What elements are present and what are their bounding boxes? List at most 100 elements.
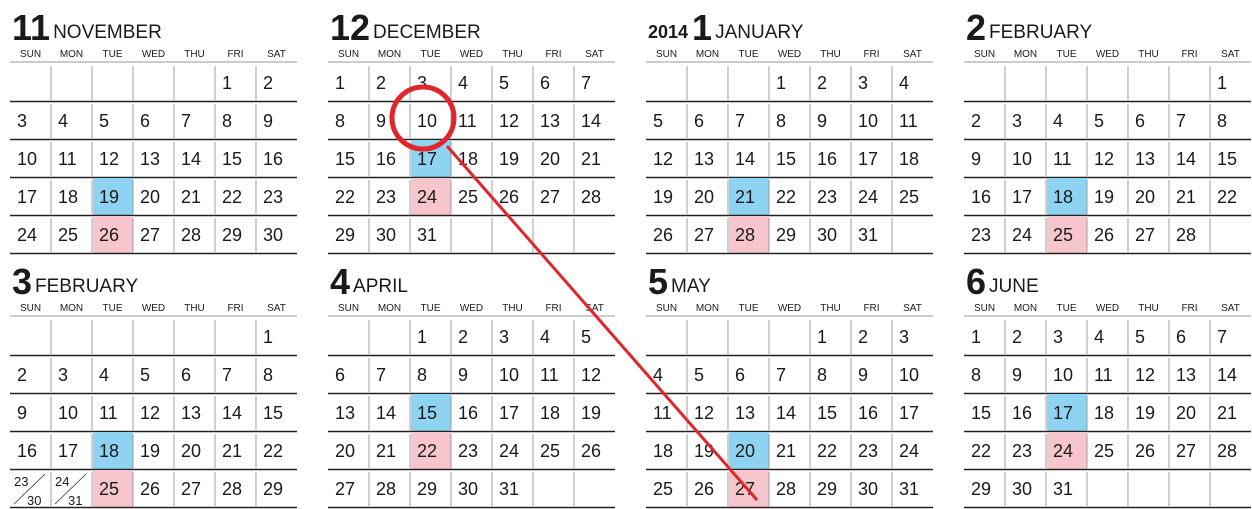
- weekday-label: SAT: [585, 303, 604, 314]
- day-number: 22: [817, 441, 837, 461]
- day-number: 3: [17, 111, 27, 131]
- day-number: 16: [263, 149, 283, 169]
- weekday-label: SAT: [903, 49, 922, 60]
- day-number: 26: [99, 225, 119, 245]
- day-number: 26: [694, 479, 714, 499]
- weekday-label: SUN: [974, 49, 995, 60]
- day-number: 19: [99, 187, 119, 207]
- day-number: 3: [499, 327, 509, 347]
- cell-highlight-blue: [729, 178, 769, 215]
- day-number: 8: [817, 365, 827, 385]
- day-number: 21: [181, 187, 201, 207]
- day-number: 8: [335, 111, 345, 131]
- day-number: 18: [1053, 187, 1073, 207]
- day-number: 27: [335, 479, 355, 499]
- day-number: 2: [458, 327, 468, 347]
- day-number: 13: [1135, 149, 1155, 169]
- cell-highlight-pink: [93, 216, 133, 253]
- day-number: 16: [971, 187, 991, 207]
- day-number: 30: [263, 225, 283, 245]
- day-number: 10: [58, 403, 78, 423]
- day-number: 16: [817, 149, 837, 169]
- day-number: 2: [263, 73, 273, 93]
- weekday-label: SUN: [20, 49, 41, 60]
- weekday-label: SUN: [656, 49, 677, 60]
- day-number: 31: [417, 225, 437, 245]
- day-number: 9: [858, 365, 868, 385]
- month-number: 2: [966, 7, 986, 48]
- month-number: 6: [966, 261, 986, 302]
- day-number: 6: [335, 365, 345, 385]
- weekday-label: WED: [460, 303, 483, 314]
- day-number: 4: [653, 365, 663, 385]
- weekday-label: WED: [142, 49, 165, 60]
- cell-highlight-blue: [411, 394, 451, 431]
- weekday-label: MON: [378, 49, 401, 60]
- day-number: 29: [417, 479, 437, 499]
- weekday-label: FRI: [227, 303, 243, 314]
- day-number: 25: [58, 225, 78, 245]
- day-number: 28: [222, 479, 242, 499]
- month-name: JANUARY: [715, 22, 804, 43]
- day-number: 2: [376, 73, 386, 93]
- day-number: 3: [858, 73, 868, 93]
- day-number: 9: [376, 111, 386, 131]
- day-number: 23: [376, 187, 396, 207]
- day-number: 1: [335, 73, 345, 93]
- day-number: 30: [817, 225, 837, 245]
- day-number: 21: [376, 441, 396, 461]
- day-number: 20: [1135, 187, 1155, 207]
- day-number: 2: [971, 111, 981, 131]
- day-number: 26: [581, 441, 601, 461]
- day-number: 21: [222, 441, 242, 461]
- day-number: 28: [181, 225, 201, 245]
- day-number: 8: [222, 111, 232, 131]
- day-number: 1: [222, 73, 232, 93]
- day-number: 26: [499, 187, 519, 207]
- day-number: 18: [653, 441, 673, 461]
- month-year: 2014: [648, 22, 688, 42]
- day-number: 19: [653, 187, 673, 207]
- day-number: 11: [653, 403, 672, 423]
- weekday-label: WED: [142, 303, 165, 314]
- cell-highlight-blue: [1047, 178, 1087, 215]
- day-number: 8: [417, 365, 427, 385]
- day-number: 8: [1217, 111, 1227, 131]
- cell-highlight-blue: [93, 432, 133, 469]
- weekday-label: MON: [60, 49, 83, 60]
- day-number: 5: [99, 111, 109, 131]
- weekday-label: FRI: [863, 49, 879, 60]
- day-number: 10: [1012, 149, 1032, 169]
- day-number: 30: [858, 479, 878, 499]
- weekday-label: TUE: [103, 49, 123, 60]
- day-number: 10: [17, 149, 37, 169]
- day-number: 14: [581, 111, 601, 131]
- day-number: 19: [581, 403, 601, 423]
- day-number: 4: [899, 73, 909, 93]
- day-number: 3: [899, 327, 909, 347]
- cell-highlight-blue: [93, 178, 133, 215]
- day-number: 9: [971, 149, 981, 169]
- highlight-circle: [389, 84, 457, 152]
- weekday-label: THU: [502, 303, 523, 314]
- day-number: 24: [17, 225, 37, 245]
- day-number: 28: [376, 479, 396, 499]
- day-number: 20: [735, 441, 755, 461]
- day-number: 21: [1217, 403, 1237, 423]
- day-number: 14: [776, 403, 796, 423]
- day-number: 13: [540, 111, 560, 131]
- day-number: 28: [776, 479, 796, 499]
- weekday-label: SUN: [20, 303, 41, 314]
- day-number: 24: [499, 441, 519, 461]
- day-number: 17: [858, 149, 878, 169]
- weekday-label: THU: [184, 303, 205, 314]
- day-number: 9: [458, 365, 468, 385]
- day-number: 10: [417, 111, 437, 131]
- day-number: 25: [653, 479, 673, 499]
- day-number: 2: [817, 73, 827, 93]
- day-number: 15: [222, 149, 242, 169]
- day-number: 27: [540, 187, 560, 207]
- day-number: 4: [99, 365, 109, 385]
- day-number: 27: [140, 225, 160, 245]
